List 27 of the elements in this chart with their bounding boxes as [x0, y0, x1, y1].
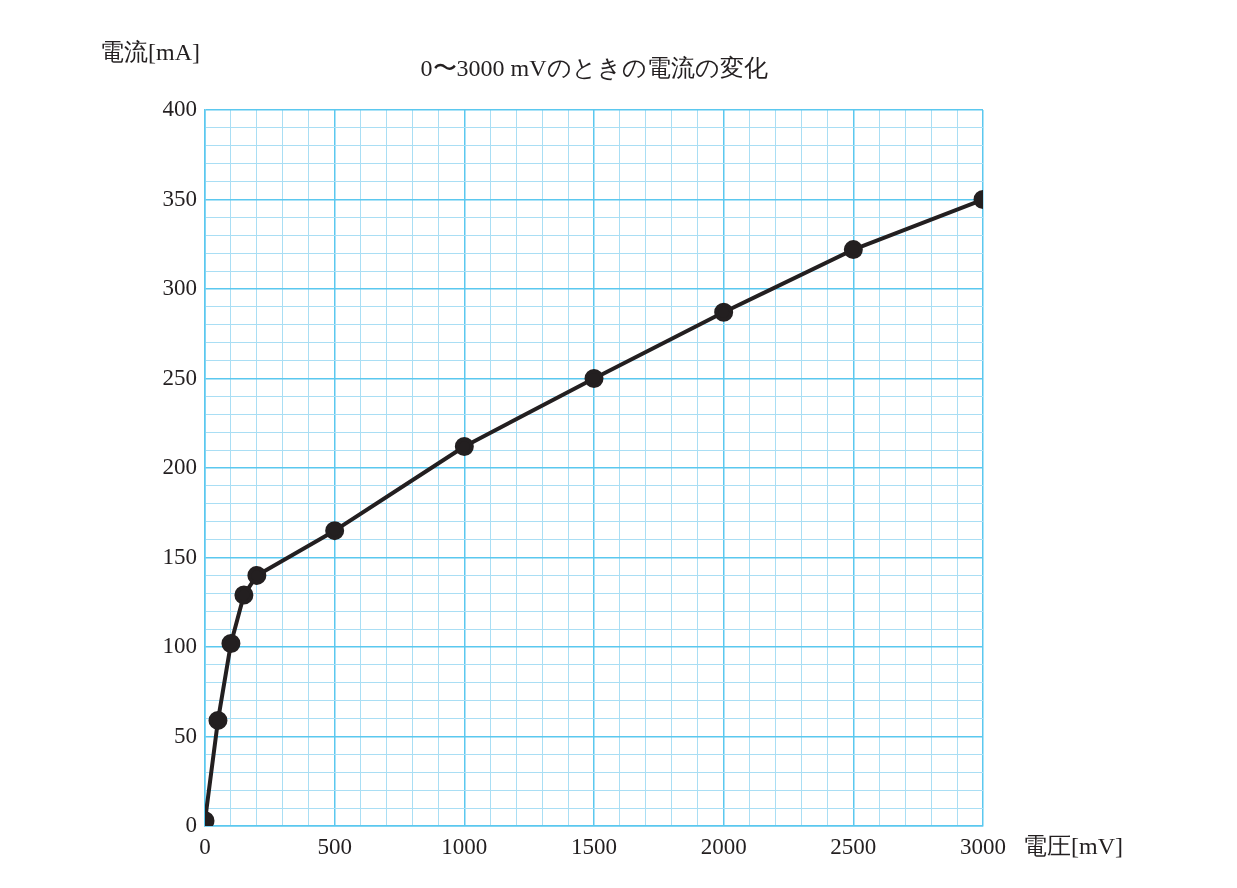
y-tick-label: 0 — [185, 812, 197, 838]
y-tick-label: 200 — [162, 454, 197, 480]
x-tick-label: 2500 — [830, 833, 877, 859]
point — [584, 369, 604, 388]
x-tick-label: 2000 — [700, 833, 747, 859]
y-tick-label: 300 — [162, 275, 197, 301]
y-tick-label: 100 — [162, 633, 197, 659]
y-tick-label: 150 — [162, 543, 197, 569]
y-tick-label: 50 — [174, 722, 197, 748]
point — [208, 710, 228, 730]
point — [843, 240, 863, 260]
point — [325, 521, 345, 541]
x-tick-label: 3000 — [960, 833, 1006, 859]
x-tick-label: 500 — [317, 833, 352, 859]
y-tick-label: 400 — [162, 96, 197, 122]
point — [234, 585, 254, 605]
point — [714, 302, 734, 322]
y-tick-label: 350 — [162, 185, 197, 211]
y-axis-title: 電流[mA] — [100, 39, 200, 66]
y-tick-label: 250 — [162, 364, 197, 390]
x-axis-title: 電圧[mV] — [1023, 833, 1123, 860]
point — [454, 437, 474, 457]
point — [221, 633, 241, 653]
chart-title: 0〜3000 mVのときの電流の変化 — [420, 55, 768, 82]
x-tick-label: 1500 — [571, 833, 617, 859]
x-tick-label: 1000 — [441, 833, 488, 859]
point — [247, 565, 267, 585]
